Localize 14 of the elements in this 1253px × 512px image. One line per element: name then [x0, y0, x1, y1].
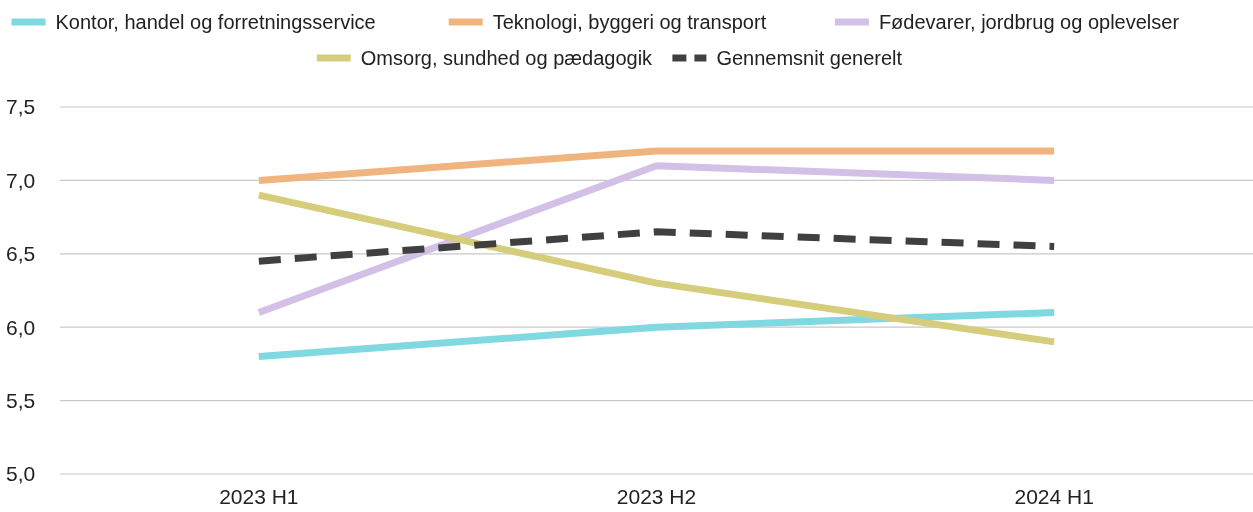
legend-label: Gennemsnit generelt [716, 47, 903, 69]
legend-label: Omsorg, sundhed og pædagogik [360, 47, 654, 69]
x-tick-label: 2023 H1 [219, 485, 299, 508]
y-tick-label: 5,5 [6, 388, 36, 412]
legend-label: Teknologi, byggeri og transport [492, 11, 767, 33]
y-tick-label: 6,5 [6, 242, 36, 266]
legend-label: Fødevarer, jordbrug og oplevelser [878, 11, 1180, 33]
legend-label: Kontor, handel og forretningsservice [55, 11, 376, 33]
y-tick-label: 7,5 [6, 95, 36, 119]
y-tick-label: 5,0 [6, 462, 36, 486]
y-tick-label: 7,0 [6, 168, 36, 192]
x-tick-label: 2023 H2 [616, 485, 697, 508]
y-tick-label: 6,0 [6, 315, 36, 339]
x-tick-label: 2024 H1 [1014, 485, 1094, 508]
